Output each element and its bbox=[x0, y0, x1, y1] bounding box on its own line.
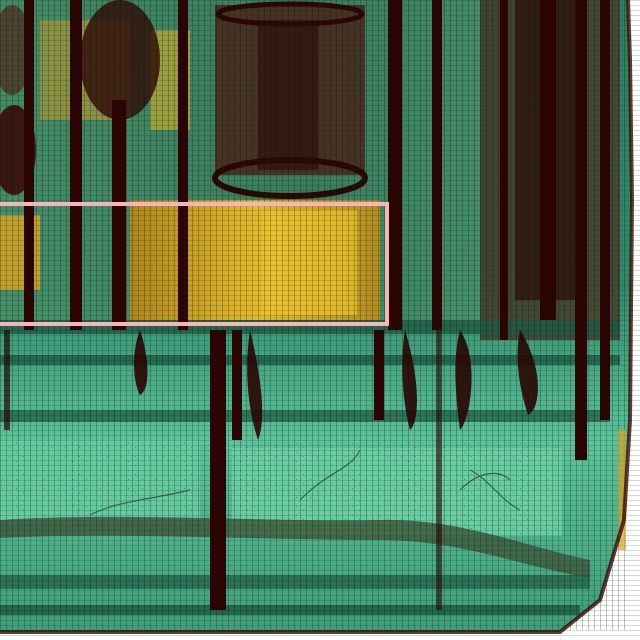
fiber-texture bbox=[0, 0, 630, 630]
wires bbox=[89, 449, 521, 516]
amber-edge-right bbox=[618, 430, 626, 550]
detection-highlight-box bbox=[0, 202, 389, 326]
dangling-shapes bbox=[134, 330, 538, 440]
